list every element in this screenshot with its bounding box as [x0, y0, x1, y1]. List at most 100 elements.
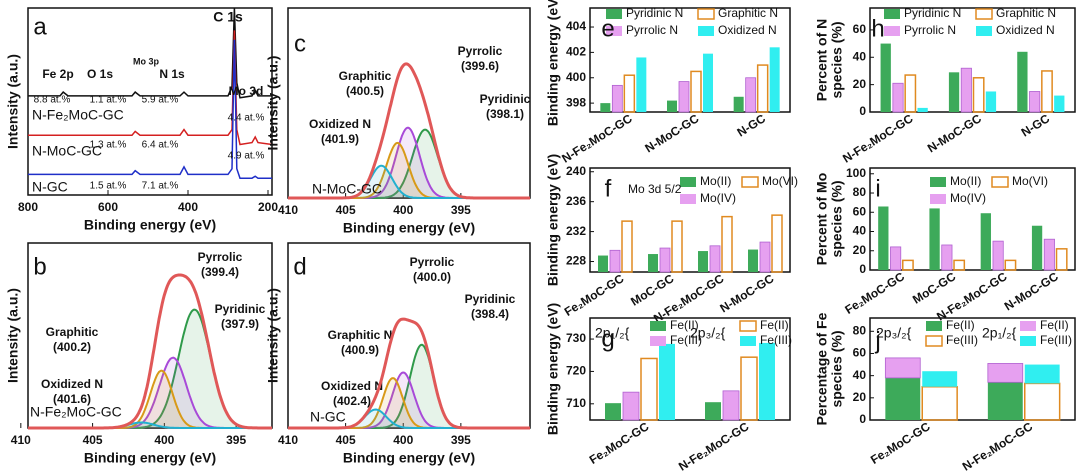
component-name: Pyridinic [480, 92, 531, 106]
bar [648, 254, 658, 272]
bar [992, 240, 1004, 271]
legend-swatch [991, 176, 1009, 188]
plot-frame [869, 7, 1076, 113]
legend-label: Pyridinic N [904, 6, 961, 20]
y-axis-title: species (%) [829, 21, 845, 98]
bar [705, 402, 721, 420]
panel-letter: d [293, 253, 306, 280]
panel-letter: a [33, 13, 47, 40]
y-tick-label: 0 [859, 262, 866, 276]
bar [1029, 91, 1041, 113]
y-tick-label: 730 [566, 331, 586, 345]
x-tick-label: Fe₂MoC-GC [587, 419, 652, 467]
bar [884, 357, 921, 379]
x-tick-label: 395 [451, 203, 471, 217]
component-position: (397.9) [221, 317, 259, 331]
panel-letter: c [294, 30, 306, 57]
bar [698, 251, 708, 272]
x-tick-label: 410 [278, 433, 298, 447]
bar [640, 357, 658, 421]
bar [880, 43, 891, 112]
x-tick-label: 400 [154, 433, 174, 447]
x-tick-label: N-GC [735, 111, 769, 139]
bar [690, 70, 702, 113]
panel-letter: i [875, 175, 880, 202]
y-axis-title: Intensity (a.u.) [5, 288, 21, 383]
legend-swatch [741, 176, 759, 188]
series-label: N-MoC-GC [32, 143, 102, 159]
component-position: (401.6) [53, 392, 91, 406]
y-tick-label: 710 [566, 396, 586, 410]
y-axis-title: Percent of Mo [814, 173, 830, 266]
component-position: (400.2) [53, 340, 91, 354]
bar [929, 208, 940, 270]
y-tick-label: 60 [853, 204, 867, 218]
legend-swatch [1020, 336, 1036, 346]
bar [759, 241, 771, 273]
bar [748, 249, 758, 272]
content-annotation: 6.4 at.% [142, 140, 179, 151]
y-axis-title: Binding energy (eV) [545, 154, 561, 286]
bar [980, 213, 991, 270]
legend-label: Mo(VI) [1012, 174, 1048, 188]
bar [972, 77, 985, 113]
component-name: Oxidized N [41, 377, 103, 391]
bar [636, 57, 647, 112]
legend-label: Pyrrolic N [904, 23, 956, 37]
x-tick-label: N-MoC-GC [642, 111, 701, 155]
component-name: Oxidized N [321, 379, 383, 393]
x-tick-label: Fe₂MoC-GC [868, 419, 933, 467]
x-axis-title: Binding energy (eV) [84, 450, 216, 466]
legend-group-label: 2p₁/₂{ [982, 325, 1017, 341]
y-tick-label: 228 [566, 254, 586, 268]
legend-swatch [975, 8, 993, 20]
component-name: Pyridinic [215, 302, 266, 316]
legend-label: Oxidized N [718, 23, 777, 37]
bar [721, 215, 733, 273]
legend-swatch [606, 26, 622, 36]
bar [722, 390, 740, 421]
plot-frame [589, 167, 791, 273]
legend-swatch [930, 194, 946, 204]
content-annotation: 5.9 at.% [142, 95, 179, 106]
bar [623, 74, 636, 113]
legend-swatch [926, 321, 942, 331]
peak-label: N 1s [159, 67, 185, 81]
legend-label: Oxidized N [996, 23, 1055, 37]
legend-group-label: 2p₃/₂{ [690, 325, 726, 341]
bar [600, 103, 611, 112]
component-position: (400.9) [341, 343, 379, 357]
y-tick-label: 40 [853, 368, 867, 382]
content-annotation: 1.3 at.% [90, 140, 127, 151]
legend-label: Mo(II) [950, 174, 981, 188]
y-axis-title: species (%) [829, 180, 845, 257]
legend-swatch [698, 26, 714, 36]
legend-swatch [930, 177, 946, 187]
component-name: Graphitic N [328, 328, 393, 342]
bar [740, 356, 758, 421]
content-annotation: 4.9 at.% [228, 151, 265, 162]
y-tick-label: 100 [846, 166, 866, 180]
y-tick-label: 0 [859, 412, 866, 426]
bar [941, 244, 953, 271]
legend-label: Mo(II) [700, 174, 731, 188]
bar [985, 91, 997, 112]
x-tick-label: N-MoC-GC [925, 111, 984, 155]
component-position: (400.5) [346, 84, 384, 98]
legend-label: Mo(IV) [700, 191, 736, 205]
plot-frame [589, 317, 791, 421]
y-tick-label: 40 [853, 49, 867, 63]
y-tick-label: 0 [859, 104, 866, 118]
peak-label: O 1s [87, 67, 113, 81]
spectrum-line [28, 7, 272, 99]
bar [1024, 382, 1061, 421]
x-tick-label: N-MoC-GC [717, 271, 776, 315]
bar [1024, 364, 1060, 384]
component-position: (399.6) [461, 59, 499, 73]
bar [1054, 95, 1065, 112]
x-tick-label: 200 [258, 200, 278, 214]
legend-swatch [884, 26, 900, 36]
component-name: Pyrrolic [410, 255, 455, 269]
panel-letter: f [605, 175, 612, 202]
